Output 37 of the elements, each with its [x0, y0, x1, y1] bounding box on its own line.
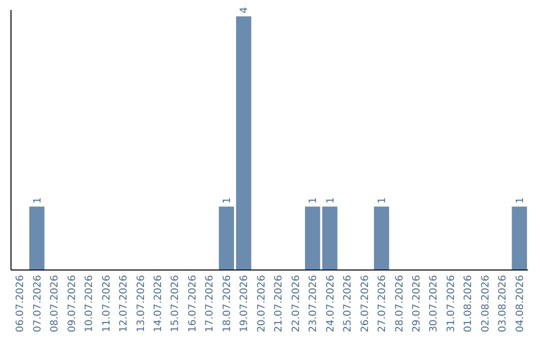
- x-tick-label: 20.07.2026: [256, 275, 268, 332]
- x-tick-label: 03.08.2026: [498, 275, 509, 332]
- data-label: 1: [32, 197, 44, 204]
- x-tick-label: 21.07.2026: [274, 275, 285, 332]
- x-tick-label: 07.07.2026: [32, 275, 44, 332]
- x-tick-label: 11.07.2026: [101, 275, 112, 332]
- x-tick-label: 09.07.2026: [66, 275, 78, 332]
- x-tick-label: 13.07.2026: [136, 275, 147, 332]
- x-tick-label: 06.07.2026: [15, 275, 26, 332]
- x-tick-label: 19.07.2026: [239, 275, 250, 332]
- x-tick-label: 22.07.2026: [290, 275, 302, 332]
- data-label: 1: [325, 197, 336, 204]
- x-tick-label: 25.07.2026: [342, 275, 354, 332]
- x-tick-label: 15.07.2026: [170, 275, 182, 332]
- x-tick-label: 30.07.2026: [428, 275, 440, 332]
- data-label: 1: [377, 197, 388, 204]
- x-tick-label: 17.07.2026: [204, 275, 216, 332]
- x-tick-label: 28.07.2026: [394, 275, 406, 332]
- data-label: 1: [514, 197, 526, 204]
- x-tick-label: 24.07.2026: [325, 275, 336, 332]
- x-tick-label: 26.07.2026: [360, 275, 371, 332]
- data-label: 1: [308, 197, 320, 204]
- x-tick-label: 12.07.2026: [118, 275, 130, 332]
- data-label: 4: [239, 6, 250, 14]
- x-tick-label: 29.07.2026: [411, 275, 422, 332]
- x-tick-label: 01.08.2026: [463, 275, 474, 332]
- x-tick-label: 18.07.2026: [222, 275, 233, 332]
- x-tick-label: 23.07.2026: [308, 275, 320, 332]
- x-tick-label: 16.07.2026: [187, 275, 198, 332]
- x-tick-label: 31.07.2026: [446, 275, 457, 332]
- x-tick-label: 02.08.2026: [480, 275, 492, 332]
- x-tick-label: 14.07.2026: [152, 275, 164, 332]
- data-label: 1: [222, 197, 233, 204]
- x-tick-label: 10.07.2026: [84, 275, 96, 332]
- x-tick-label: 04.08.2026: [514, 275, 526, 332]
- x-tick-label: 08.07.2026: [50, 275, 61, 332]
- x-tick-label: 27.07.2026: [377, 275, 388, 332]
